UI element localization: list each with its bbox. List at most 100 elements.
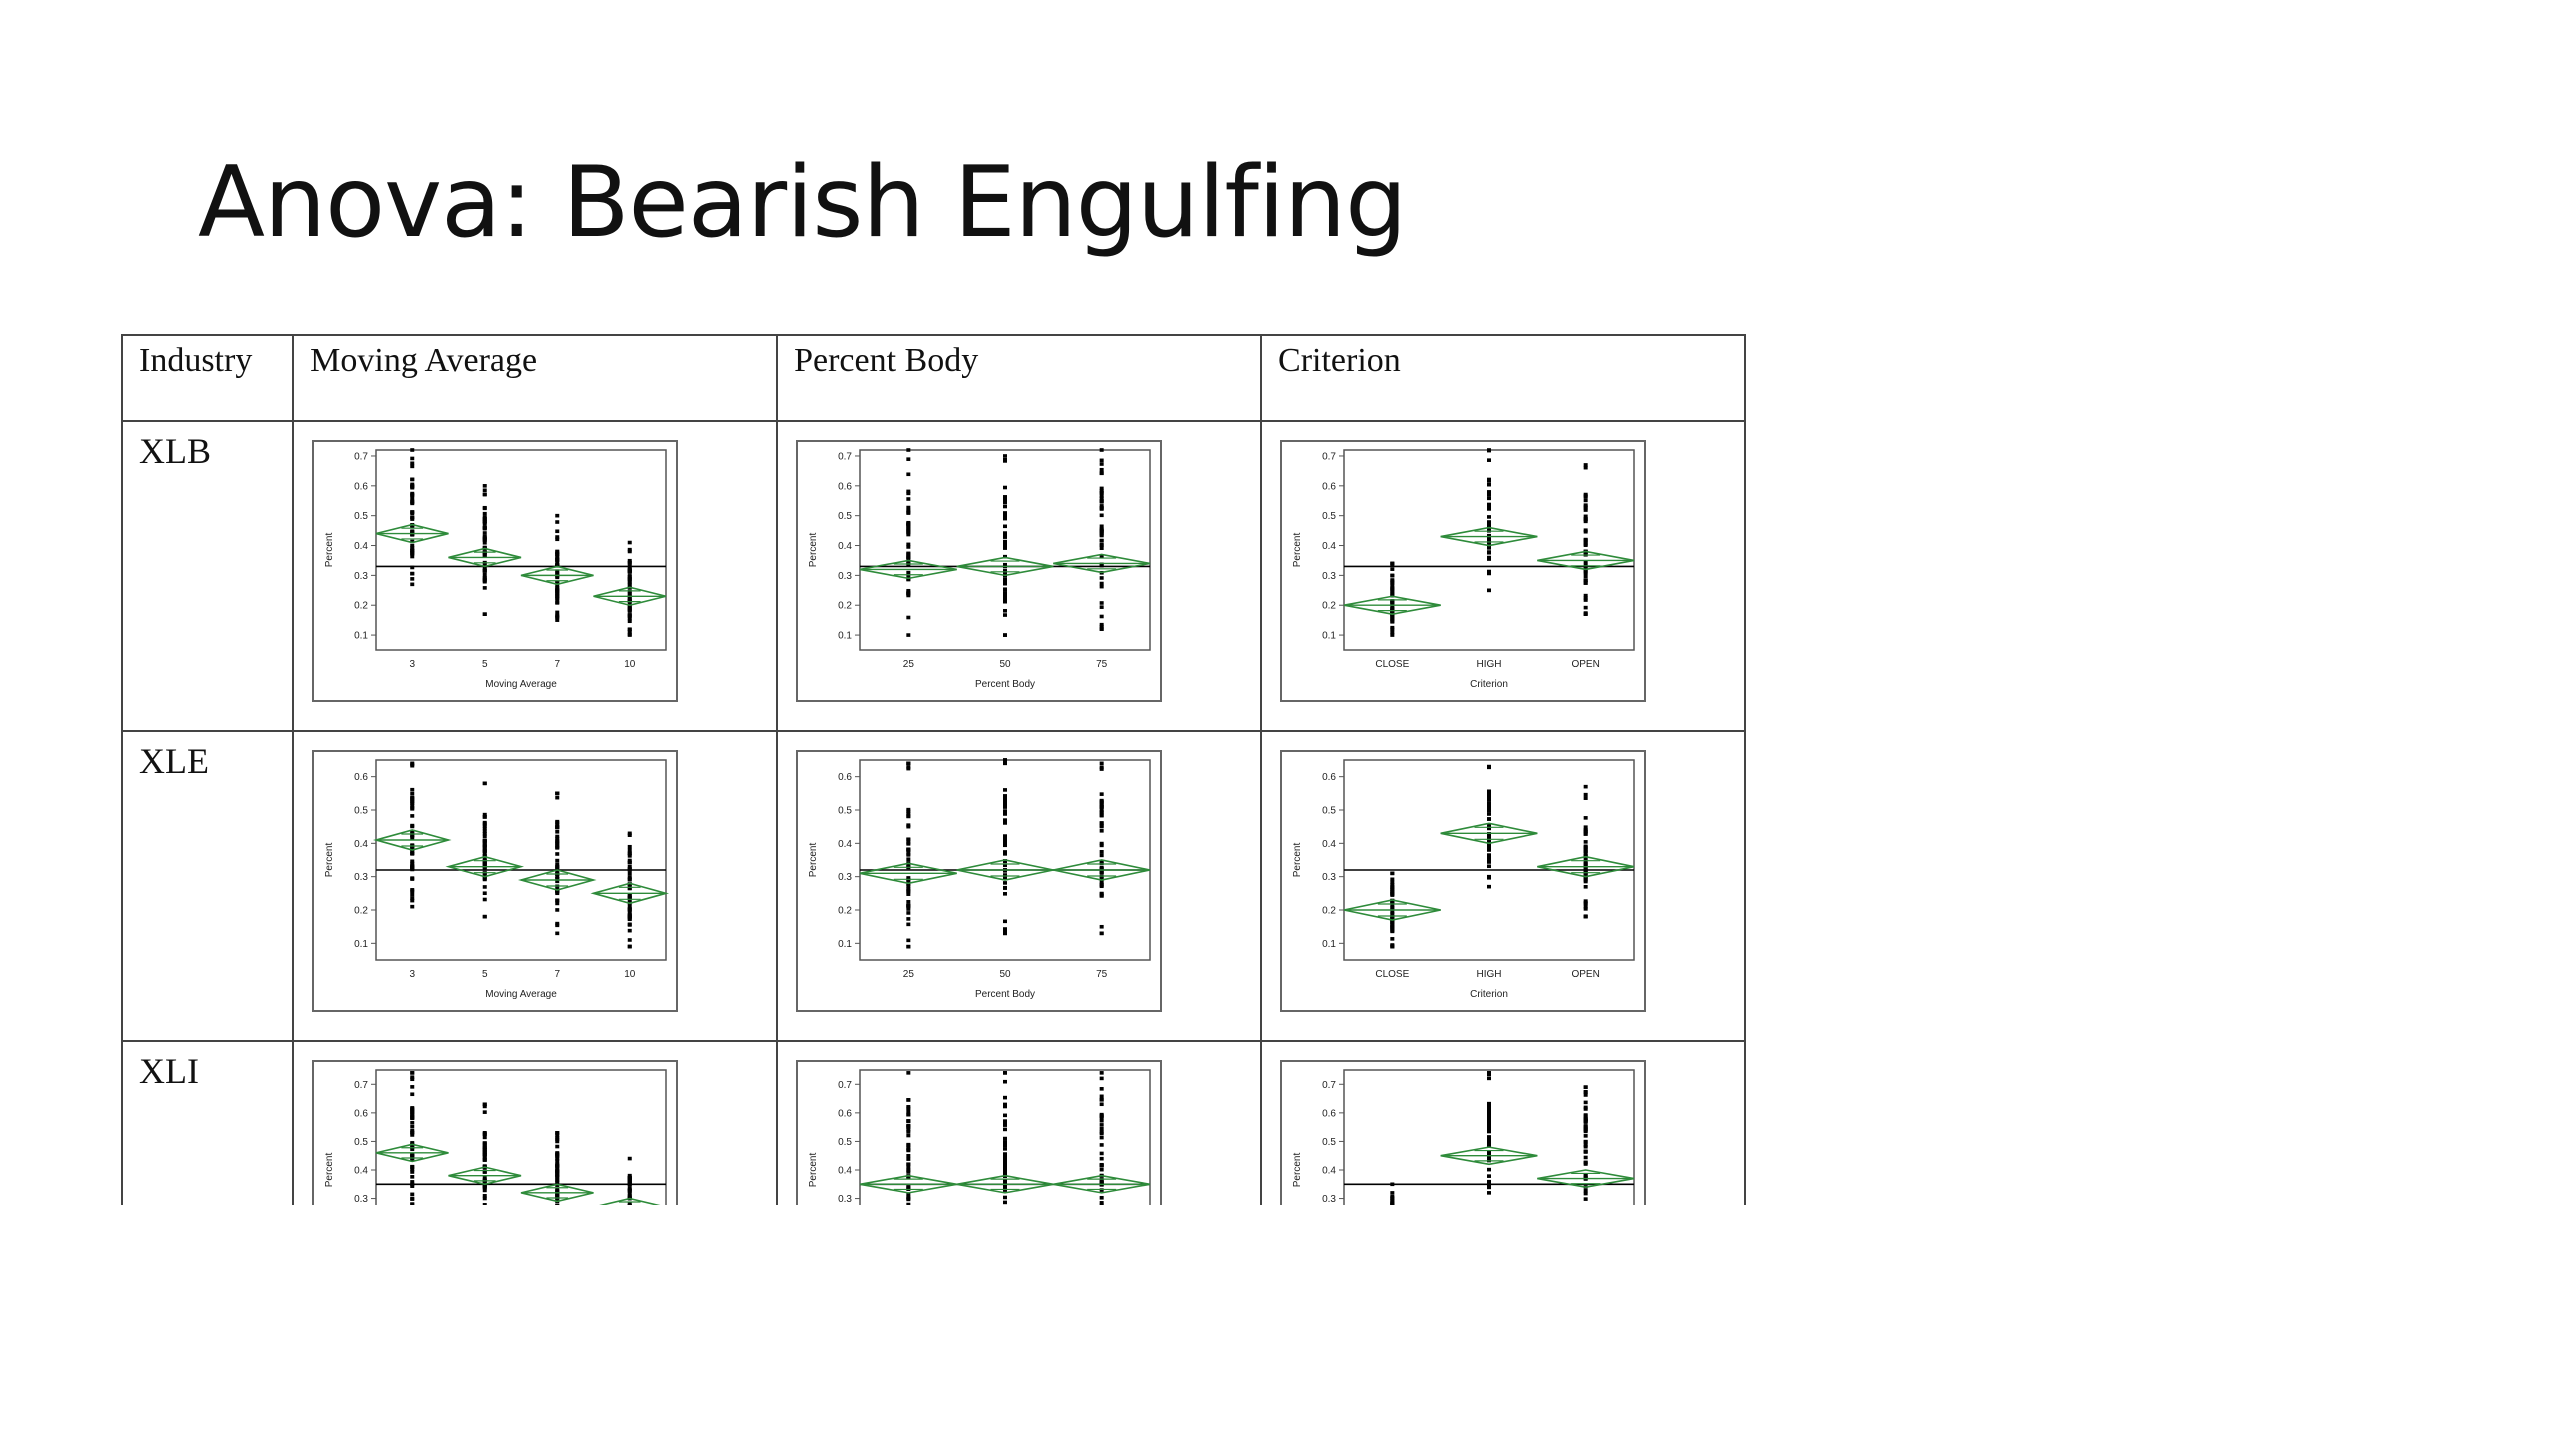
x-tick-label: 75 (1096, 659, 1108, 670)
data-point (1099, 882, 1104, 887)
data-point (1099, 1087, 1104, 1091)
data-point (1003, 1172, 1008, 1176)
data-point (1099, 1195, 1104, 1200)
data-point (482, 484, 487, 488)
data-point (1487, 854, 1492, 859)
data-point (1099, 1076, 1104, 1081)
data-point (1487, 482, 1492, 487)
y-tick-label: 0.4 (838, 839, 852, 850)
data-point (1583, 857, 1588, 862)
data-point (1487, 1108, 1492, 1112)
data-point (1390, 591, 1395, 595)
data-point (410, 1147, 415, 1152)
y-tick-label: 0.5 (838, 806, 852, 817)
data-point (1583, 1100, 1588, 1105)
data-point (1099, 1094, 1104, 1099)
data-point (906, 944, 911, 949)
data-point (906, 523, 911, 528)
data-point (482, 885, 487, 889)
data-point (555, 1154, 560, 1159)
industry-label: XLB (121, 420, 295, 732)
data-point (906, 1119, 911, 1124)
y-tick-label: 0.7 (354, 1080, 368, 1091)
data-point (1583, 508, 1588, 512)
data-point (482, 914, 487, 919)
data-point (1390, 627, 1395, 632)
data-point (1583, 845, 1588, 850)
data-point (482, 824, 487, 828)
data-point (1003, 500, 1008, 505)
data-point (1487, 550, 1492, 554)
data-point (1099, 504, 1104, 508)
data-point (906, 591, 911, 596)
data-point (1099, 1156, 1104, 1161)
data-point (1487, 1117, 1492, 1121)
data-point (1583, 596, 1588, 600)
data-point (906, 489, 911, 494)
data-point (1583, 875, 1588, 880)
header-percent-body: Percent Body (776, 334, 1263, 422)
data-point (1583, 828, 1588, 833)
data-point (1390, 1182, 1395, 1187)
data-point (1390, 599, 1395, 603)
data-point (1003, 524, 1008, 529)
plot-frame: 0.1 0.2 0.3 0.4 0.5 0.6 0.7 Percent 3 5 7 10 Moving … (312, 440, 679, 702)
data-point (1487, 826, 1492, 831)
data-point (1099, 605, 1104, 609)
data-point (1099, 810, 1104, 815)
data-point (1003, 809, 1008, 814)
data-point (1099, 554, 1104, 559)
data-point (482, 1188, 487, 1193)
data-point (1003, 1136, 1008, 1141)
data-point (410, 485, 415, 490)
plot-area (375, 449, 667, 651)
data-point (555, 596, 560, 600)
data-point (1487, 1126, 1492, 1131)
data-point (410, 477, 415, 482)
data-point (1487, 555, 1492, 560)
data-point (1583, 1090, 1588, 1095)
data-point (555, 610, 560, 615)
data-point (555, 1139, 560, 1144)
data-point (555, 1183, 560, 1187)
data-point (627, 582, 632, 586)
data-point (482, 586, 487, 590)
data-point (555, 901, 560, 906)
anova-plot: 0.10.20.30.40.50.60.7Percent35710Moving … (324, 1069, 667, 1205)
x-axis-label: Criterion (1470, 989, 1508, 1000)
data-point (410, 548, 415, 553)
data-point (1583, 574, 1588, 579)
data-point (1583, 1093, 1588, 1097)
data-point (1390, 871, 1395, 876)
data-point (482, 1152, 487, 1157)
data-point (1390, 573, 1395, 578)
anova-plot: 0.1 0.2 0.3 0.4 0.5 0.6 Percent 25 50 75 Percent B… (808, 758, 1151, 1000)
data-point (627, 923, 632, 927)
data-point (627, 616, 632, 621)
data-point (555, 513, 560, 518)
data-point (627, 893, 632, 897)
y-tick-label: 0.4 (354, 1166, 368, 1177)
data-point (1487, 1167, 1492, 1172)
data-point (482, 1203, 487, 1205)
data-point (482, 829, 487, 834)
y-tick-label: 0.6 (838, 481, 852, 492)
data-point (1583, 1119, 1588, 1124)
data-point (1003, 850, 1008, 854)
data-point (1003, 577, 1008, 581)
data-point (1003, 504, 1008, 509)
data-point (555, 791, 560, 796)
data-point (1099, 824, 1104, 829)
data-point (410, 896, 415, 900)
data-point (410, 1143, 415, 1148)
data-point (1003, 1159, 1008, 1164)
data-point (1487, 764, 1492, 769)
data-point (906, 561, 911, 565)
table-row: XLI 0.10.20.30.40.50.60.7Percent35710Mov… (121, 1040, 1746, 1205)
y-tick-label: 0.5 (1322, 1137, 1336, 1148)
data-point (1003, 587, 1008, 592)
data-point (555, 874, 560, 879)
data-point (555, 921, 560, 926)
data-point (1583, 1117, 1588, 1122)
data-point (1003, 531, 1008, 535)
